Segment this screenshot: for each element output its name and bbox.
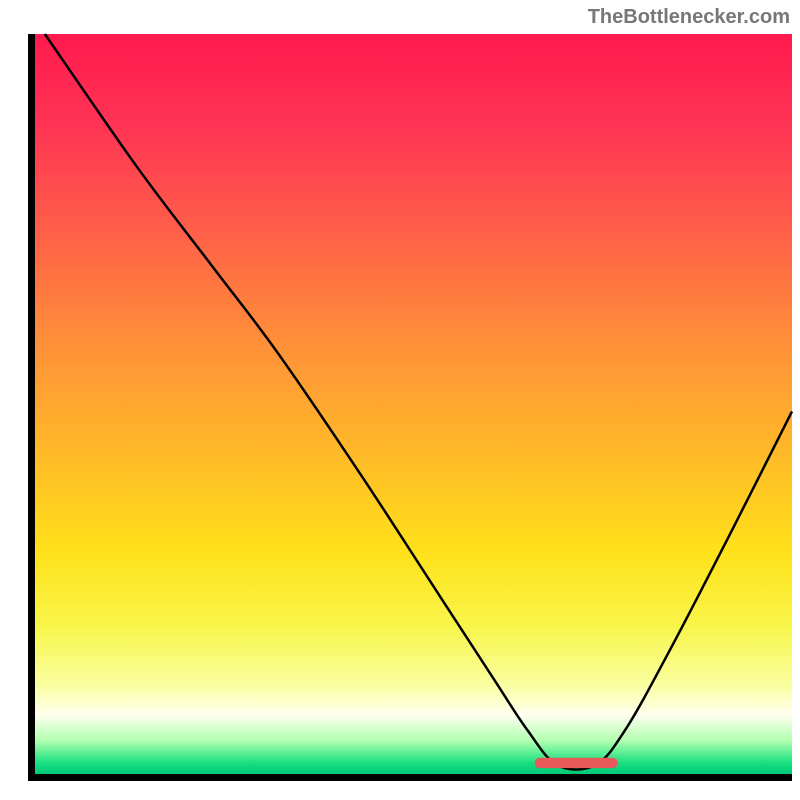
attribution-text: TheBottlenecker.com [588, 6, 790, 29]
bottleneck-chart [0, 0, 800, 800]
plot-background [35, 34, 792, 774]
chart-container: TheBottlenecker.com [0, 0, 800, 800]
optimal-marker [535, 758, 618, 768]
